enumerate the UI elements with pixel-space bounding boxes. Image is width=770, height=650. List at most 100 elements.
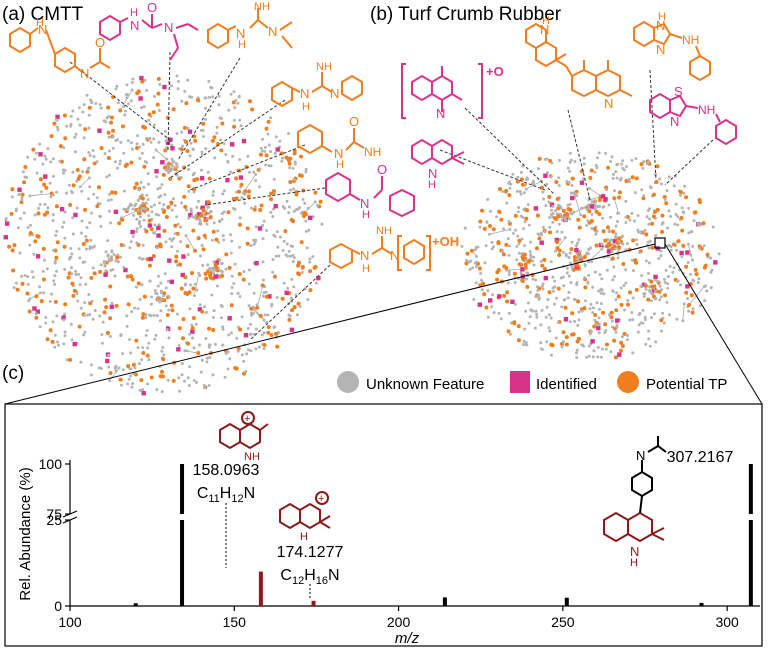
unknown-node bbox=[188, 307, 192, 311]
unknown-node bbox=[78, 283, 82, 287]
potential-tp-node bbox=[147, 263, 152, 268]
unknown-node bbox=[145, 193, 149, 197]
unknown-node bbox=[598, 307, 602, 311]
unknown-node bbox=[30, 270, 34, 274]
unknown-node bbox=[111, 135, 115, 139]
potential-tp-node bbox=[580, 169, 585, 174]
unknown-node bbox=[236, 349, 240, 353]
unknown-node bbox=[184, 234, 188, 238]
unknown-node bbox=[636, 330, 640, 334]
unknown-node bbox=[643, 318, 647, 322]
unknown-node bbox=[107, 149, 111, 153]
potential-tp-node bbox=[272, 274, 277, 279]
potential-tp-node bbox=[502, 264, 507, 269]
unknown-node bbox=[202, 384, 206, 388]
peak-bar bbox=[180, 464, 185, 606]
unknown-node bbox=[557, 222, 561, 226]
unknown-node bbox=[161, 345, 165, 349]
structure-cmtt-3: N H NH N bbox=[207, 1, 293, 51]
unknown-node bbox=[115, 84, 119, 88]
unknown-node bbox=[236, 291, 240, 295]
unknown-node bbox=[70, 272, 74, 276]
unknown-node bbox=[191, 148, 195, 152]
unknown-node bbox=[236, 101, 240, 105]
potential-tp-node bbox=[516, 338, 521, 343]
potential-tp-node bbox=[583, 285, 588, 290]
unknown-node bbox=[554, 249, 558, 253]
unknown-node bbox=[561, 340, 565, 344]
unknown-node bbox=[524, 187, 528, 191]
unknown-node bbox=[585, 355, 589, 359]
unknown-node bbox=[525, 178, 529, 182]
potential-tp-node bbox=[570, 176, 575, 181]
unknown-node bbox=[617, 240, 621, 244]
potential-tp-node bbox=[592, 227, 597, 232]
potential-tp-node bbox=[144, 229, 149, 234]
potential-tp-node bbox=[10, 248, 15, 253]
potential-tp-node bbox=[258, 313, 263, 318]
unknown-node bbox=[131, 235, 135, 239]
potential-tp-node bbox=[537, 236, 542, 241]
unknown-node bbox=[266, 313, 270, 317]
potential-tp-node bbox=[219, 148, 224, 153]
unknown-node bbox=[555, 230, 559, 234]
potential-tp-node bbox=[684, 264, 689, 269]
unknown-node bbox=[165, 168, 169, 172]
svg-text:H: H bbox=[300, 531, 308, 543]
unknown-node bbox=[53, 261, 57, 265]
unknown-node bbox=[62, 146, 66, 150]
unknown-node bbox=[640, 285, 644, 289]
unknown-node bbox=[122, 151, 126, 155]
unknown-node bbox=[647, 222, 651, 226]
potential-tp-node bbox=[120, 217, 125, 222]
unknown-node bbox=[559, 215, 563, 219]
unknown-node bbox=[273, 151, 277, 155]
potential-tp-node bbox=[521, 256, 526, 261]
potential-tp-node bbox=[576, 299, 581, 304]
unknown-node bbox=[587, 354, 591, 358]
potential-tp-node bbox=[630, 175, 635, 180]
unknown-node bbox=[219, 138, 223, 142]
unknown-node bbox=[38, 285, 42, 289]
unknown-node bbox=[261, 278, 265, 282]
potential-tp-node bbox=[156, 76, 161, 81]
unknown-node bbox=[566, 166, 570, 170]
unknown-node bbox=[137, 219, 141, 223]
unknown-node bbox=[198, 254, 202, 258]
identified-node bbox=[596, 325, 601, 331]
unknown-node bbox=[173, 204, 177, 208]
unknown-node bbox=[54, 190, 58, 194]
potential-tp-node bbox=[44, 185, 49, 190]
unknown-node bbox=[583, 299, 587, 303]
unknown-node bbox=[306, 206, 310, 210]
unknown-node bbox=[522, 207, 526, 211]
unknown-node bbox=[229, 92, 233, 96]
unknown-node bbox=[545, 340, 549, 344]
svg-text:O: O bbox=[377, 162, 387, 177]
unknown-node bbox=[234, 98, 238, 102]
unknown-node bbox=[532, 182, 536, 186]
unknown-node bbox=[170, 143, 174, 147]
panel-a-label: (a) CMTT bbox=[2, 4, 84, 25]
potential-tp-node bbox=[106, 156, 111, 161]
potential-tp-node bbox=[108, 284, 113, 289]
unknown-node bbox=[529, 253, 533, 257]
unknown-node bbox=[189, 283, 193, 287]
legend-potential-label: Potential TP bbox=[646, 376, 727, 393]
potential-tp-node bbox=[210, 138, 215, 143]
unknown-node bbox=[549, 316, 553, 320]
potential-tp-node bbox=[92, 271, 97, 276]
unknown-node bbox=[211, 373, 215, 377]
unknown-node bbox=[565, 180, 569, 184]
unknown-node bbox=[535, 315, 539, 319]
potential-tp-node bbox=[42, 182, 47, 187]
potential-tp-node bbox=[39, 299, 44, 304]
identified-node bbox=[225, 177, 230, 183]
potential-tp-node bbox=[131, 362, 136, 367]
potential-tp-node bbox=[187, 290, 192, 295]
unknown-node bbox=[94, 101, 98, 105]
potential-tp-node bbox=[161, 172, 166, 177]
potential-tp-node bbox=[542, 266, 547, 271]
unknown-node bbox=[76, 299, 80, 303]
unknown-node bbox=[600, 242, 604, 246]
